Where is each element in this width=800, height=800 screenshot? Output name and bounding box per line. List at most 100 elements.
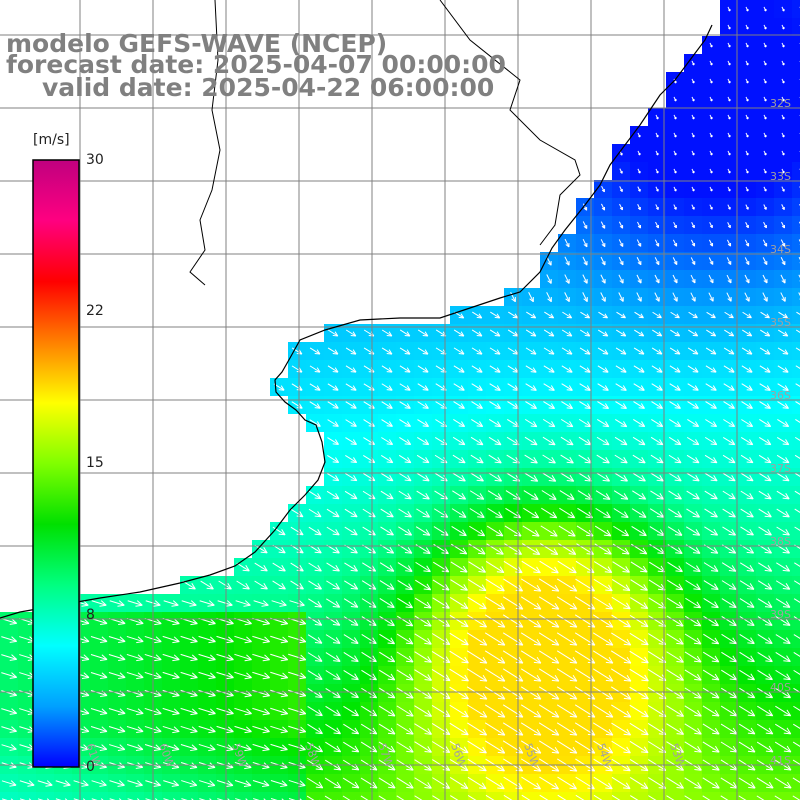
wind-arrow: [780, 257, 786, 266]
wind-arrow: [528, 292, 534, 303]
wind-arrow: [703, 633, 720, 645]
wind-speed-cell: [792, 36, 800, 54]
wind-arrow: [450, 579, 468, 591]
wind-arrow: [762, 274, 768, 284]
wind-speed-cell: [792, 792, 800, 800]
wind-arrow: [727, 24, 731, 30]
wind-arrow: [417, 419, 429, 427]
wind-arrow: [738, 741, 756, 753]
wind-arrow: [688, 329, 699, 337]
wind-arrow: [198, 671, 216, 680]
wind-arrow: [326, 580, 341, 590]
wind-arrow: [379, 615, 395, 627]
wind-arrow: [721, 669, 738, 681]
wind-arrow: [756, 777, 774, 789]
wind-arrow: [720, 687, 738, 699]
wind-arrow: [252, 780, 270, 788]
wind-arrow: [685, 579, 701, 591]
wind-arrow: [235, 798, 248, 800]
wind-arrow: [236, 580, 250, 590]
wind-arrow: [288, 653, 307, 662]
colorbar-tick-0: 0: [86, 759, 95, 775]
wind-arrow: [452, 490, 467, 500]
wind-arrow: [756, 723, 774, 735]
wind-arrow: [381, 329, 393, 337]
wind-arrow: [686, 436, 700, 446]
wind-arrow: [615, 401, 627, 409]
wind-arrow: [601, 185, 605, 193]
wind-arrow: [485, 596, 506, 610]
wind-speed-cell: [792, 486, 800, 504]
wind-arrow: [774, 777, 792, 789]
wind-arrow: [582, 274, 588, 284]
wind-arrow: [704, 454, 718, 464]
wind-arrow: [776, 490, 790, 500]
wind-arrow: [778, 311, 788, 319]
wind-arrow: [593, 578, 613, 592]
wind-arrow: [538, 596, 560, 610]
wind-arrow: [309, 401, 321, 409]
wind-arrow: [708, 274, 714, 284]
wind-arrow: [502, 686, 524, 700]
wind-arrow: [343, 669, 359, 681]
wind-arrow: [650, 436, 664, 446]
wind-arrow: [91, 600, 107, 607]
wind-arrow: [709, 222, 713, 229]
wind-arrow: [561, 401, 573, 409]
wind-arrow: [361, 705, 378, 717]
wind-arrow: [666, 597, 684, 609]
wind-arrow: [502, 614, 524, 628]
wind-speed-cell: [648, 792, 666, 800]
wind-speed-cell: [252, 792, 270, 800]
wind-arrow: [414, 687, 432, 699]
wind-arrow: [309, 419, 321, 427]
wind-arrow: [453, 329, 465, 337]
wind-arrow: [521, 776, 541, 790]
wind-arrow: [758, 472, 772, 482]
wind-arrow: [180, 635, 198, 644]
wind-arrow: [538, 578, 560, 592]
wind-arrow: [702, 669, 720, 681]
wind-arrow: [739, 669, 755, 681]
wind-arrow: [758, 490, 772, 500]
wind-arrow: [777, 365, 789, 373]
wind-arrow: [290, 562, 304, 572]
wind-arrow: [361, 687, 378, 699]
wind-arrow: [471, 383, 483, 391]
wind-arrow: [345, 329, 357, 337]
wind-arrow: [637, 132, 641, 138]
wind-arrow: [234, 780, 252, 788]
wind-arrow: [723, 401, 735, 409]
wind-speed-cell: [792, 738, 800, 756]
wind-arrow: [763, 60, 767, 66]
wind-arrow: [378, 687, 396, 699]
wind-arrow: [739, 634, 755, 645]
wind-arrow: [777, 419, 790, 428]
wind-arrow: [416, 472, 430, 482]
wind-arrow: [450, 561, 468, 573]
wind-arrow: [781, 221, 786, 229]
wind-arrow: [597, 365, 609, 373]
wind-arrow: [600, 274, 606, 284]
wind-arrow: [794, 472, 800, 477]
wind-arrow: [397, 579, 413, 591]
wind-arrow: [633, 383, 645, 391]
wind-arrow: [308, 562, 322, 572]
wind-arrow: [181, 600, 197, 607]
wind-arrow: [538, 722, 560, 736]
wind-arrow: [668, 508, 683, 518]
wind-arrow: [539, 794, 549, 800]
wind-arrow: [636, 257, 642, 266]
wind-arrow: [781, 168, 785, 174]
wind-arrow: [792, 741, 800, 747]
wind-arrow: [270, 725, 288, 734]
wind-arrow: [780, 239, 786, 247]
wind-arrow: [127, 780, 143, 787]
wind-speed-cell: [792, 216, 800, 234]
wind-arrow: [745, 114, 749, 120]
wind-arrow: [449, 650, 469, 664]
wind-arrow: [307, 616, 323, 626]
wind-arrow: [396, 633, 414, 645]
wind-arrow: [726, 239, 732, 247]
